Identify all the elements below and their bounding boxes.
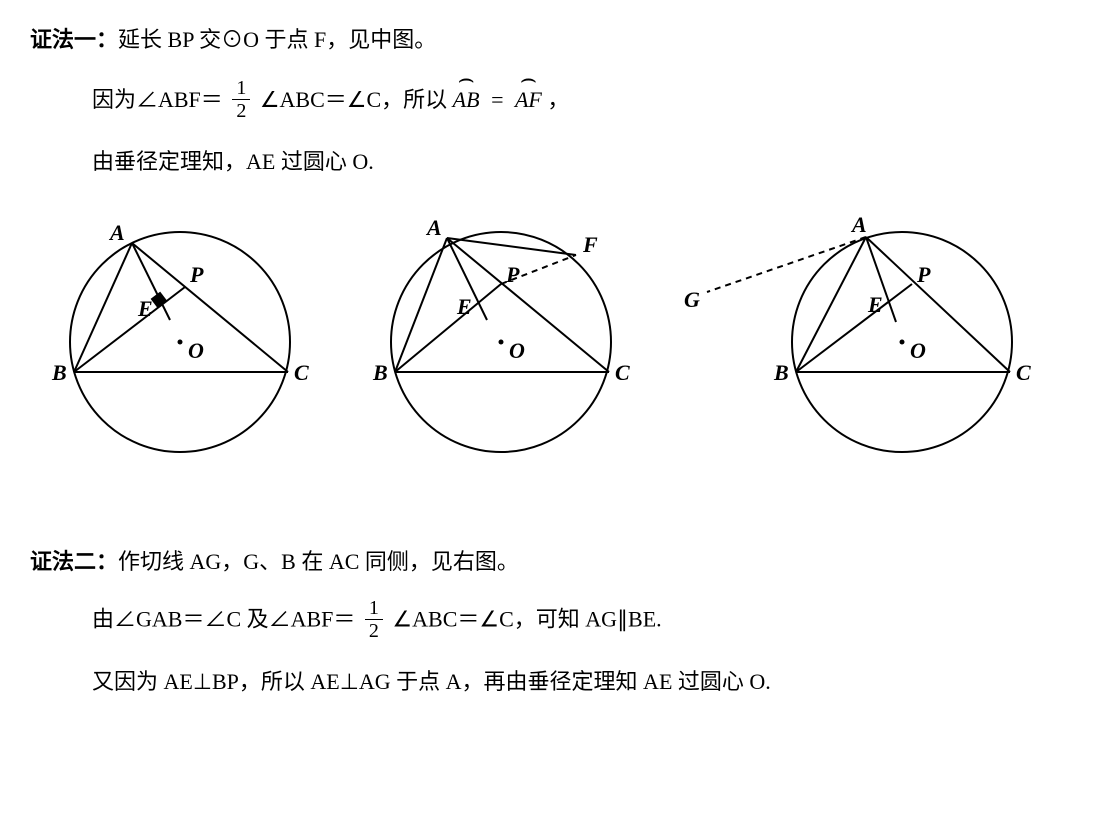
diagram-row: A B C P E O A B C F P E xyxy=(40,212,1062,472)
svg-text:G: G xyxy=(684,287,700,312)
proof1-title-rest: 延长 BP 交⊙O 于点 F，见中图。 xyxy=(118,27,436,52)
proof2-title: 证法二： xyxy=(30,549,118,574)
proof1-l2c: ， xyxy=(547,87,569,112)
frac-den: 2 xyxy=(365,620,383,642)
svg-text:P: P xyxy=(505,262,520,287)
svg-text:E: E xyxy=(867,292,883,317)
proof1-title: 证法一： xyxy=(30,27,118,52)
svg-text:O: O xyxy=(910,338,926,363)
fraction-icon: 1 2 xyxy=(232,77,250,122)
proof1-line3: 由垂径定理知，AE 过圆心 O. xyxy=(92,142,1072,182)
proof2-l2a: 由∠GAB＝∠C 及∠ABF＝ xyxy=(92,607,355,632)
proof2-line3: 又因为 AE⊥BP，所以 AE⊥AG 于点 A，再由垂径定理知 AE 过圆心 O… xyxy=(92,662,1072,702)
svg-text:B: B xyxy=(372,360,388,385)
proof2-title-rest: 作切线 AG，G、B 在 AC 同侧，见右图。 xyxy=(118,549,519,574)
frac-num: 1 xyxy=(365,597,383,620)
svg-text:P: P xyxy=(189,262,204,287)
svg-text:E: E xyxy=(137,296,153,321)
eq: = xyxy=(491,87,503,112)
figure-right: A B C P E O G xyxy=(682,212,1062,472)
svg-text:E: E xyxy=(456,294,472,319)
svg-text:F: F xyxy=(582,232,598,257)
fraction-icon: 1 2 xyxy=(365,597,383,642)
svg-text:B: B xyxy=(773,360,789,385)
proof2-l2b: ∠ABC＝∠C，可知 AG∥BE. xyxy=(392,607,661,632)
arc-ab: AB xyxy=(453,78,480,120)
proof1-line1: 证法一：延长 BP 交⊙O 于点 F，见中图。 xyxy=(30,20,1072,60)
frac-num: 1 xyxy=(232,77,250,100)
figure-left: A B C P E O xyxy=(40,212,330,472)
proof2-line2: 由∠GAB＝∠C 及∠ABF＝ 1 2 ∠ABC＝∠C，可知 AG∥BE. xyxy=(92,599,1072,644)
svg-text:A: A xyxy=(850,212,867,237)
svg-text:P: P xyxy=(916,262,931,287)
proof1-l2a: 因为∠ABF＝ xyxy=(92,87,223,112)
svg-text:C: C xyxy=(1016,360,1031,385)
svg-text:C: C xyxy=(294,360,309,385)
proof1-l2b: ∠ABC＝∠C，所以 xyxy=(260,87,447,112)
svg-text:C: C xyxy=(615,360,630,385)
svg-text:O: O xyxy=(509,338,525,363)
svg-text:A: A xyxy=(425,215,442,240)
proof1-line2: 因为∠ABF＝ 1 2 ∠ABC＝∠C，所以 AB = AF ， xyxy=(92,78,1072,124)
svg-text:O: O xyxy=(188,338,204,363)
svg-text:A: A xyxy=(108,220,125,245)
arc-af: AF xyxy=(515,78,542,120)
frac-den: 2 xyxy=(232,100,250,122)
svg-text:B: B xyxy=(51,360,67,385)
figure-middle: A B C F P E O xyxy=(361,212,651,472)
proof2-line1: 证法二：作切线 AG，G、B 在 AC 同侧，见右图。 xyxy=(30,542,1072,582)
